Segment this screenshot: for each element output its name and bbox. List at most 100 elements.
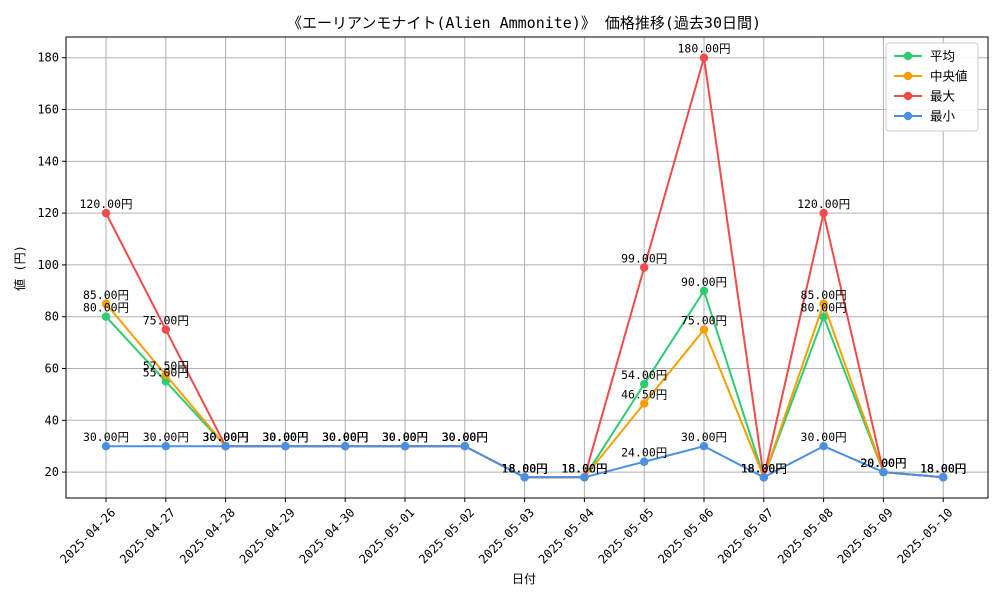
legend-label: 中央値 xyxy=(930,69,968,84)
data-point xyxy=(161,325,170,334)
data-point xyxy=(341,442,350,451)
data-label: 30.00円 xyxy=(203,430,249,444)
data-point xyxy=(640,457,649,466)
data-point xyxy=(101,299,111,308)
data-label: 18.00円 xyxy=(502,461,548,475)
data-label: 30.00円 xyxy=(262,430,308,444)
data-point xyxy=(221,442,230,451)
data-label: 18.00円 xyxy=(920,461,966,475)
x-tick-label: 2025-05-01 xyxy=(356,505,417,566)
data-point xyxy=(101,208,111,218)
data-point xyxy=(819,208,828,218)
y-tick-label: 40 xyxy=(45,413,59,427)
data-label: 20.00円 xyxy=(860,456,906,470)
plot-frame xyxy=(65,36,989,499)
data-label: 180.00円 xyxy=(677,42,730,56)
data-label: 30.00円 xyxy=(322,430,368,444)
data-label: 30.00円 xyxy=(442,430,488,444)
data-label: 18.00円 xyxy=(920,461,966,475)
data-point xyxy=(640,399,649,408)
legend-label: 最大 xyxy=(930,89,955,104)
x-tick-label: 2025-05-02 xyxy=(416,505,477,566)
x-tick-label: 2025-04-28 xyxy=(177,505,238,566)
data-point xyxy=(101,312,111,321)
data-label: 120.00円 xyxy=(79,197,132,211)
data-label: 30.00円 xyxy=(322,430,368,444)
y-tick-label: 60 xyxy=(45,362,59,376)
x-tick-label: 2025-05-06 xyxy=(655,505,716,566)
series-layer xyxy=(101,53,948,482)
x-tick-label: 2025-05-05 xyxy=(596,505,657,566)
data-label: 30.00円 xyxy=(442,430,488,444)
data-point xyxy=(699,53,709,62)
data-label: 30.00円 xyxy=(262,430,308,444)
data-label: 30.00円 xyxy=(322,430,368,444)
x-axis-ticks: 2025-04-262025-04-272025-04-282025-04-29… xyxy=(57,498,956,566)
data-label: 75.00円 xyxy=(681,314,727,328)
x-tick-label: 2025-04-27 xyxy=(117,505,178,566)
y-tick-label: 120 xyxy=(37,206,59,220)
data-label: 90.00円 xyxy=(681,275,727,289)
data-label: 30.00円 xyxy=(681,430,727,444)
data-label: 120.00円 xyxy=(797,197,850,211)
data-point xyxy=(819,442,828,451)
data-label: 18.00円 xyxy=(741,461,787,475)
legend-swatch-marker xyxy=(903,71,913,81)
data-point xyxy=(161,370,170,380)
x-tick-label: 2025-05-10 xyxy=(895,505,956,566)
data-point xyxy=(101,442,111,451)
data-label: 18.00円 xyxy=(502,461,548,475)
legend-label: 平均 xyxy=(930,49,955,64)
data-label: 18.00円 xyxy=(502,461,548,475)
x-tick-label: 2025-05-08 xyxy=(775,505,836,566)
y-tick-label: 140 xyxy=(37,154,59,168)
data-label: 30.00円 xyxy=(382,430,428,444)
y-axis-ticks: 20 40 60 80 100 120 140 160 180 xyxy=(37,51,66,479)
data-label: 55.00円 xyxy=(143,365,189,379)
data-point xyxy=(759,473,768,482)
data-point xyxy=(819,312,828,321)
data-label: 30.00円 xyxy=(262,430,308,444)
x-tick-label: 2025-05-07 xyxy=(715,505,776,566)
data-label: 99.00円 xyxy=(621,252,667,266)
data-label: 85.00円 xyxy=(801,288,847,302)
y-tick-label: 20 xyxy=(45,465,59,479)
data-label: 18.00円 xyxy=(561,461,607,475)
data-label: 30.00円 xyxy=(203,430,249,444)
x-tick-label: 2025-05-04 xyxy=(536,505,597,566)
data-point xyxy=(699,286,709,296)
data-label: 24.00円 xyxy=(621,446,667,460)
legend-swatch-marker xyxy=(903,111,913,121)
data-label: 18.00円 xyxy=(741,461,787,475)
x-tick-label: 2025-04-29 xyxy=(237,505,298,566)
y-tick-label: 180 xyxy=(37,51,59,65)
data-point xyxy=(640,379,649,389)
legend-swatch-marker xyxy=(903,91,913,101)
data-point xyxy=(580,473,589,482)
data-point xyxy=(699,442,709,451)
data-point xyxy=(520,473,529,482)
data-point xyxy=(400,442,410,451)
data-label: 18.00円 xyxy=(561,461,607,475)
data-point xyxy=(819,299,828,308)
data-point xyxy=(281,442,290,451)
data-label: 75.00円 xyxy=(143,314,189,328)
data-label: 30.00円 xyxy=(442,430,488,444)
data-label: 20.00円 xyxy=(860,456,906,470)
data-label: 30.00円 xyxy=(262,430,308,444)
data-label: 18.00円 xyxy=(741,461,787,475)
x-tick-label: 2025-04-30 xyxy=(297,505,358,566)
data-label: 18.00円 xyxy=(741,461,787,475)
data-label: 18.00円 xyxy=(561,461,607,475)
data-label: 30.00円 xyxy=(801,430,847,444)
data-point xyxy=(879,467,888,477)
data-point xyxy=(161,442,170,451)
x-tick-label: 2025-05-09 xyxy=(835,505,896,566)
data-point xyxy=(939,473,948,482)
data-label: 54.00円 xyxy=(621,368,667,382)
data-label: 20.00円 xyxy=(860,456,906,470)
data-label: 46.50円 xyxy=(621,387,667,401)
data-label: 30.00円 xyxy=(322,430,368,444)
